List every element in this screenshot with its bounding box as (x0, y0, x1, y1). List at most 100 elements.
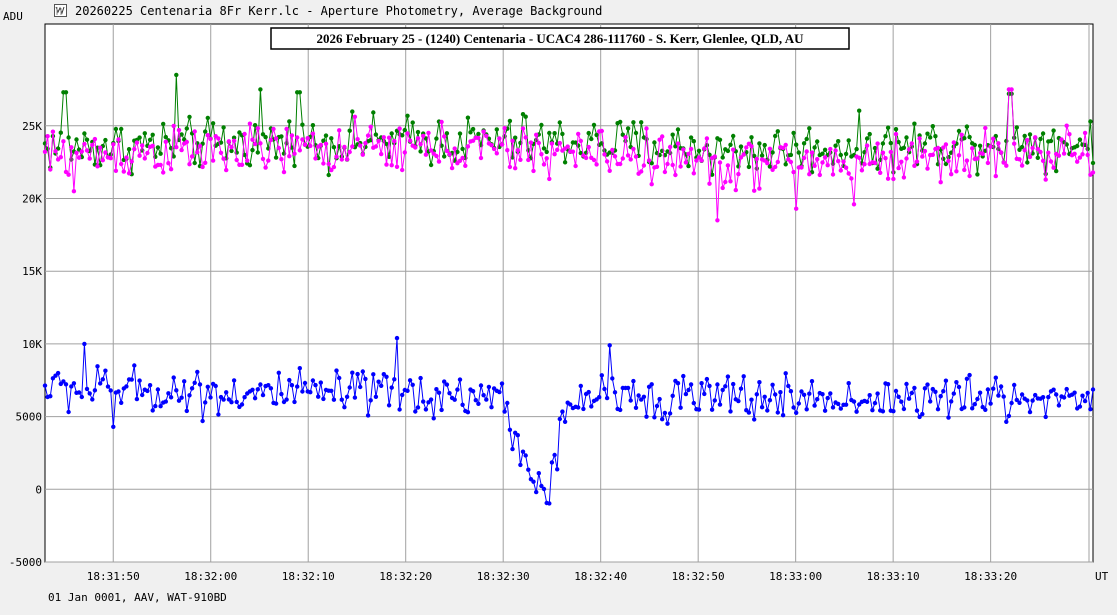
data-point (975, 156, 980, 161)
data-point (770, 382, 775, 387)
data-point (725, 374, 731, 379)
data-point (255, 126, 260, 131)
data-point (914, 159, 920, 164)
data-point (788, 152, 794, 158)
data-point (854, 409, 859, 414)
data-point (794, 206, 799, 211)
data-point (757, 186, 762, 191)
data-point (410, 382, 415, 387)
data-point (79, 394, 85, 400)
data-point (696, 407, 702, 412)
data-point (226, 397, 232, 402)
data-point (119, 400, 124, 405)
data-point (985, 387, 991, 392)
data-point (161, 170, 166, 175)
data-point (778, 390, 783, 395)
data-point (880, 409, 886, 414)
data-point (292, 399, 297, 405)
data-point (812, 145, 817, 150)
data-point (925, 382, 930, 387)
data-point (678, 405, 683, 410)
data-point (767, 164, 773, 169)
data-point (295, 384, 300, 389)
data-point (455, 149, 460, 155)
data-point (660, 417, 665, 422)
data-point (686, 387, 691, 393)
data-point (82, 131, 87, 136)
data-point (683, 391, 689, 397)
data-point (901, 406, 907, 412)
x-tick-label: 18:31:50 (87, 570, 140, 583)
data-point (326, 172, 331, 178)
data-point (318, 380, 323, 385)
data-point (418, 375, 423, 381)
data-point (273, 136, 279, 141)
data-point (452, 146, 457, 151)
chart-title-frame (270, 27, 850, 50)
data-point (329, 136, 334, 141)
data-point (358, 384, 363, 390)
data-point (1012, 382, 1017, 388)
data-point (631, 146, 636, 152)
data-point (250, 137, 255, 142)
data-point (833, 143, 838, 148)
data-point (830, 172, 836, 177)
data-point (187, 393, 192, 398)
data-point (707, 383, 712, 389)
data-point (899, 159, 904, 164)
data-point (302, 142, 308, 147)
data-point (759, 153, 765, 158)
data-point (633, 154, 639, 159)
data-point (221, 397, 226, 402)
data-point (384, 141, 389, 147)
data-point (95, 164, 100, 169)
data-point (557, 140, 562, 146)
data-point (255, 387, 260, 392)
data-point (820, 160, 825, 165)
data-point (1088, 407, 1093, 412)
data-point (287, 154, 292, 159)
data-point (954, 169, 959, 174)
data-point (649, 382, 654, 387)
y-axis-label: ADU (3, 10, 23, 23)
data-point (105, 384, 111, 389)
data-point (373, 144, 379, 149)
data-point (365, 413, 371, 418)
data-point (331, 145, 337, 150)
data-point (415, 129, 421, 135)
data-point (1019, 144, 1025, 150)
data-point (728, 409, 733, 414)
data-point (476, 401, 481, 406)
data-point (736, 171, 741, 177)
data-point (770, 150, 775, 155)
data-point (675, 127, 681, 132)
data-point (801, 155, 807, 161)
data-point (704, 376, 710, 382)
data-point (783, 371, 788, 376)
data-point (667, 144, 673, 150)
data-point (376, 379, 381, 384)
data-point (864, 143, 870, 148)
data-point (426, 130, 431, 136)
data-point (791, 169, 796, 175)
data-point (838, 406, 843, 411)
data-point (239, 162, 245, 167)
data-point (234, 399, 239, 405)
data-point (465, 115, 471, 120)
data-point (1072, 151, 1077, 156)
data-point (578, 383, 583, 389)
data-point (392, 377, 397, 382)
data-point (539, 122, 544, 128)
data-point (562, 160, 568, 165)
data-point (520, 449, 526, 454)
data-point (279, 391, 284, 397)
data-point (749, 144, 754, 149)
data-point (815, 397, 820, 402)
data-point (933, 389, 938, 394)
data-point (880, 141, 886, 146)
data-point (434, 153, 439, 159)
data-point (98, 145, 103, 150)
data-point (1080, 152, 1085, 157)
data-point (1017, 157, 1022, 162)
